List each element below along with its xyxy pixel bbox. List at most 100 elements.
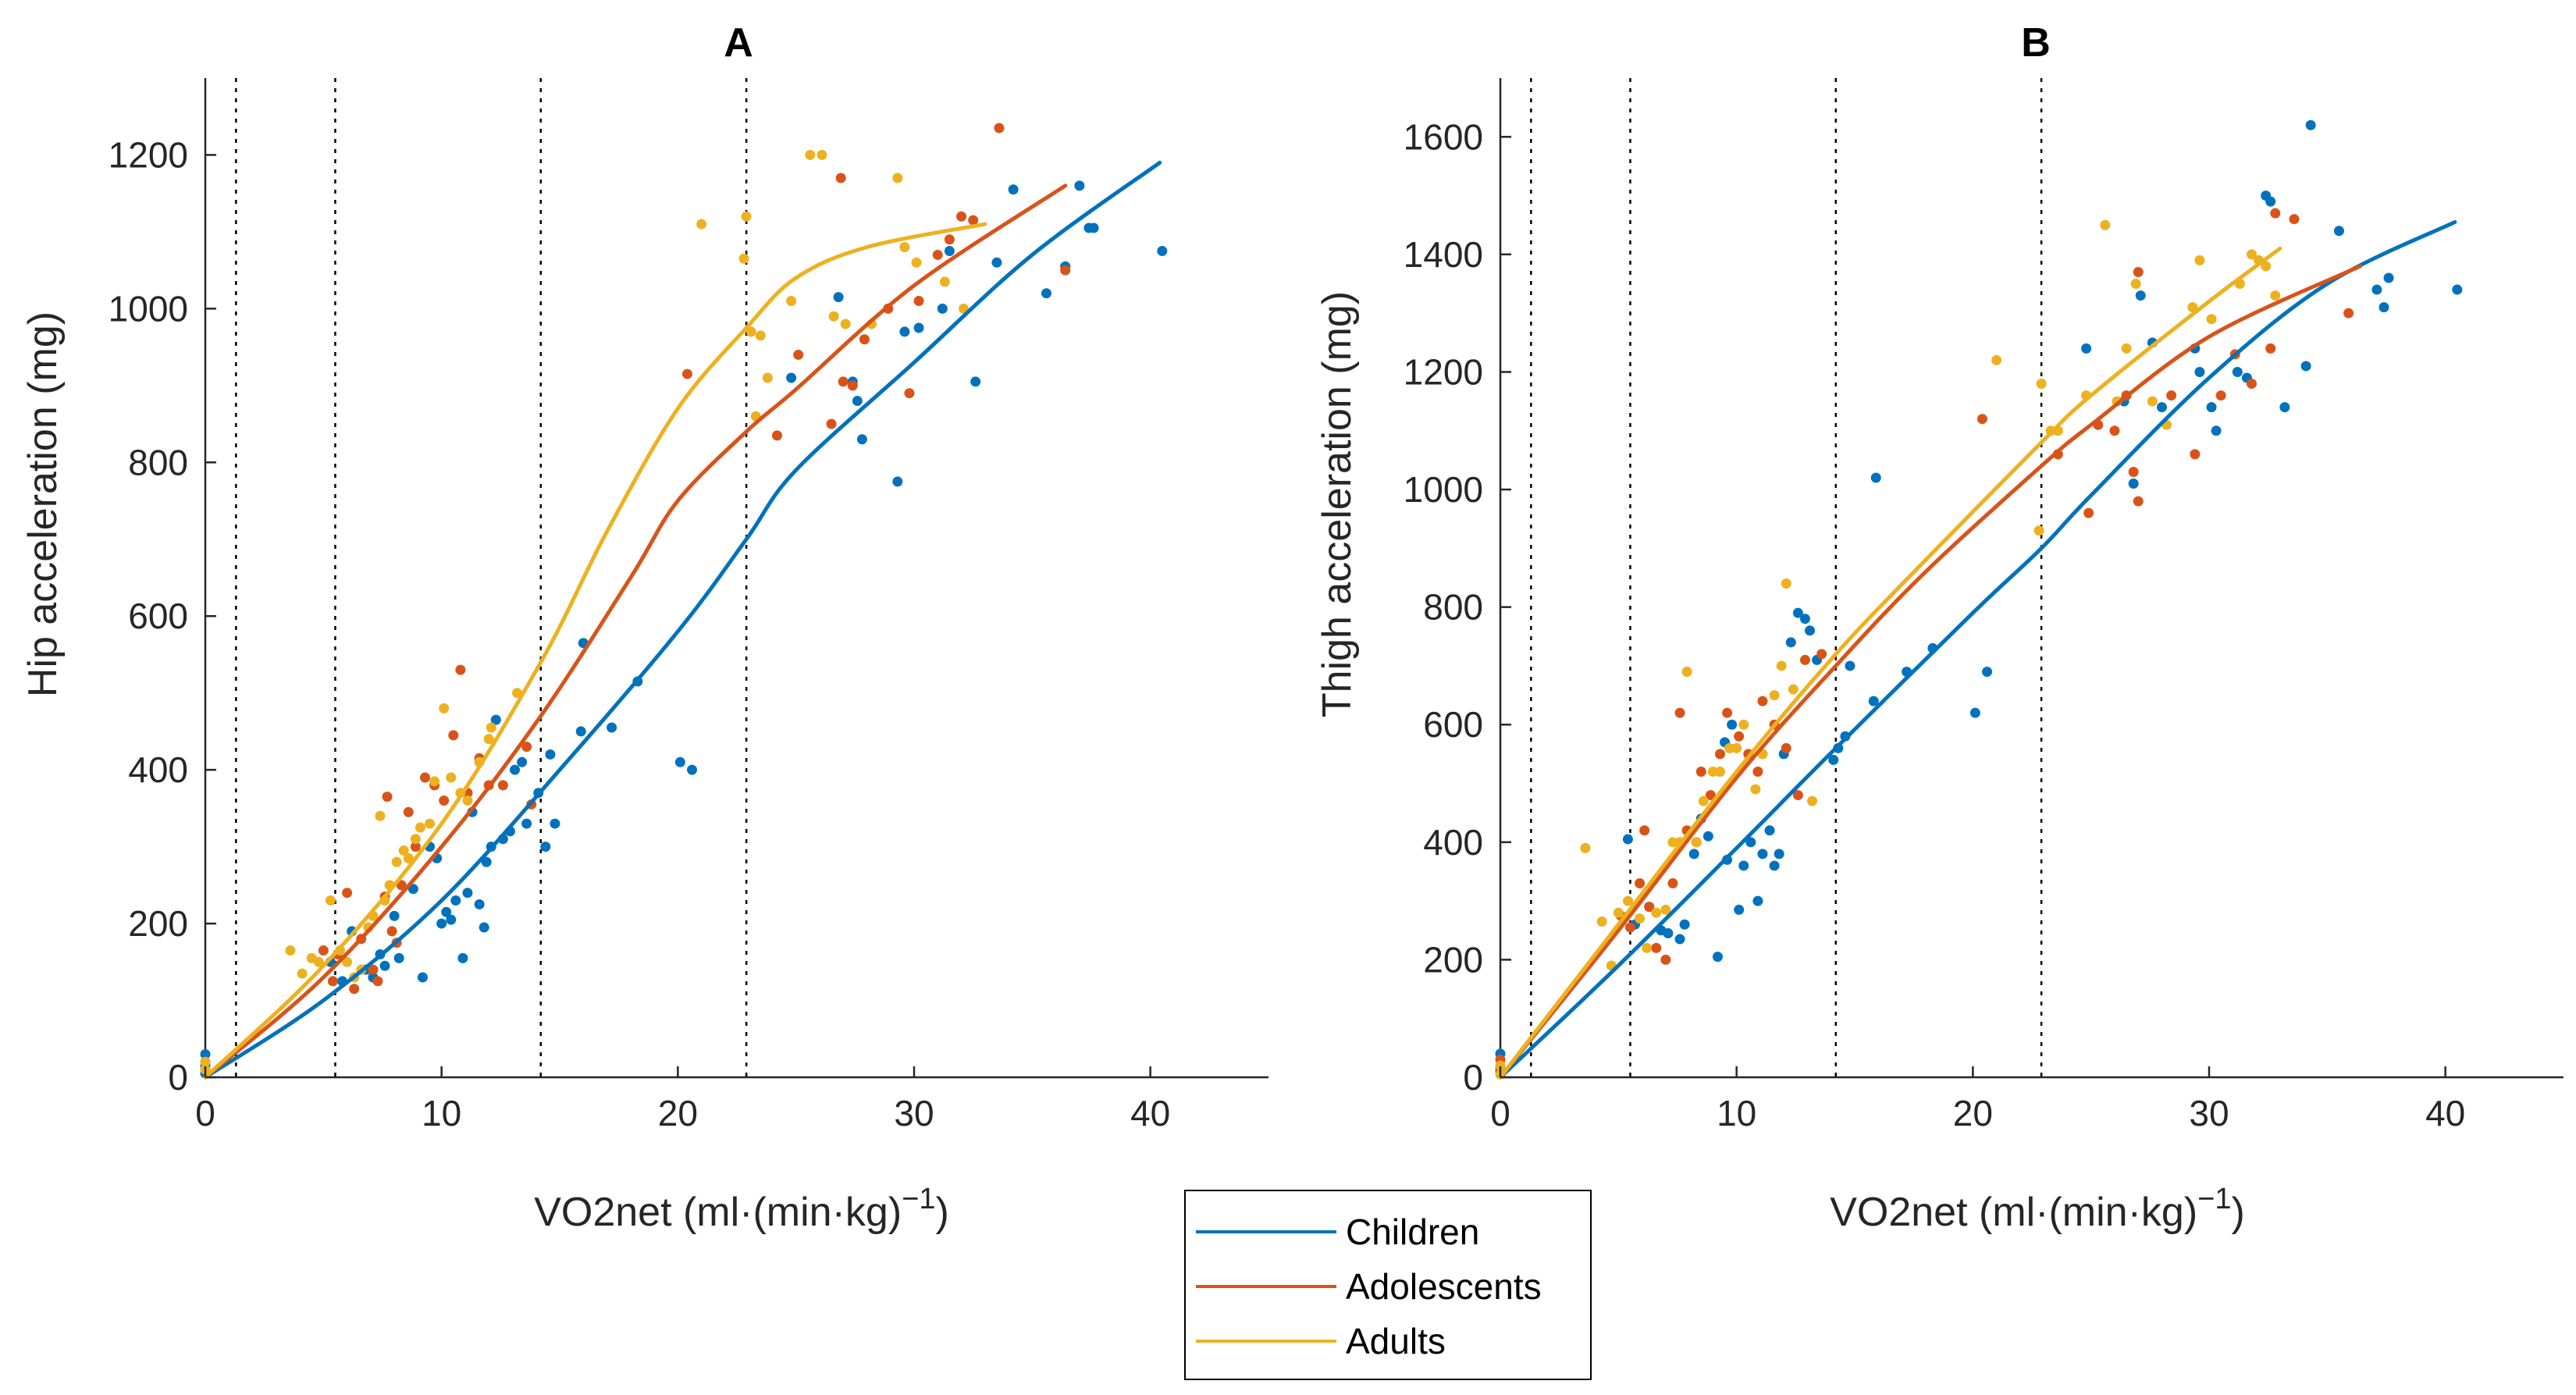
panel-a-point-adolescents <box>318 945 329 956</box>
panel-b-point-adults <box>1776 660 1787 671</box>
panel-a-point-children <box>686 764 697 775</box>
panel-a-point-children <box>441 906 452 917</box>
panel-b-point-adults <box>1724 742 1735 753</box>
panel-b-point-adults <box>2033 525 2044 536</box>
panel-b-point-children <box>1752 895 1763 906</box>
panel-a-point-children <box>1157 246 1168 257</box>
panel-a-point-children <box>462 888 473 899</box>
panel-a-point-adults <box>313 956 324 967</box>
panel-a-point-adolescents <box>994 123 1005 133</box>
panel-a-point-adults <box>738 253 749 264</box>
panel-b-point-adolescents <box>1757 696 1768 706</box>
panel-b-point-adults <box>1731 742 1742 753</box>
panel-b-point-adolescents <box>2128 466 2139 477</box>
panel-b-point-children <box>1703 831 1713 842</box>
panel-a-point-adolescents <box>521 742 532 753</box>
panel-a-fit-line-children <box>203 160 1162 1080</box>
panel-a-point-children <box>436 918 447 929</box>
panel-a-point-adults <box>892 173 903 183</box>
panel-a-point-adolescents <box>681 368 692 379</box>
panel-a-point-adults <box>817 149 827 160</box>
panel-a-point-children <box>575 726 586 737</box>
legend-label-adolescents: Adolescents <box>1346 1266 1542 1307</box>
panel-b-point-adults <box>1714 766 1725 777</box>
panel-b-point-adolescents <box>1674 707 1685 718</box>
panel-a-point-children <box>450 895 461 906</box>
panel-b-point-adolescents <box>2083 507 2094 518</box>
panel-a-point-adolescents <box>439 795 450 806</box>
panel-b-point-children <box>1828 754 1839 765</box>
panel-b-point-adults <box>2206 314 2217 325</box>
panel-b-point-children <box>1774 849 1784 859</box>
panel-b-point-adults <box>1781 578 1791 589</box>
panel-a-xlabel: VO2net (ml·(min·kg)−1) <box>534 1183 949 1235</box>
panel-b-point-children <box>1679 919 1690 930</box>
panel-a-point-adolescents <box>932 249 943 260</box>
panel-a-point-adolescents <box>793 349 804 360</box>
panel-b-point-adults <box>1613 907 1624 918</box>
panel-b-point-adolescents <box>2166 390 2177 401</box>
panel-b-point-children <box>2156 402 2167 413</box>
panel-b-fit-line-adolescents <box>1498 264 2363 1080</box>
panel-b-point-adults <box>1750 784 1761 795</box>
panel-b-point-adolescents <box>1714 749 1725 760</box>
panel-b-point-adults <box>2130 279 2141 290</box>
panel-a-point-children <box>607 722 617 733</box>
panel-b-point-children <box>1764 825 1775 836</box>
panel-b-point-children <box>1727 719 1738 730</box>
panel-a-point-adolescents <box>859 334 870 345</box>
panel-a-point-children <box>446 914 457 925</box>
panel-a-point-adolescents <box>382 792 393 802</box>
panel-b-point-adults <box>1635 913 1646 924</box>
panel-b-x-tick-label: 0 <box>1490 1093 1510 1133</box>
panel-b-point-adolescents <box>1651 942 1662 953</box>
panel-b-point-adolescents <box>1781 742 1791 753</box>
panel-a-x-tick-label: 40 <box>1130 1093 1170 1133</box>
panel-a-point-children <box>892 476 903 487</box>
panel-b-point-adolescents <box>2246 379 2257 390</box>
panel-a-point-adolescents <box>386 926 397 937</box>
panel-b-point-adolescents <box>1722 707 1733 718</box>
panel-a-point-children <box>389 910 400 921</box>
panel-a-point-adolescents <box>847 380 858 391</box>
panel-b-point-adults <box>1738 719 1749 730</box>
panel-b-point-adolescents <box>1816 649 1827 660</box>
panel-b-point-children <box>1663 928 1674 939</box>
panel-b-point-adults <box>1622 895 1633 906</box>
panel-b-point-adults <box>2147 396 2158 407</box>
panel-a-point-adults <box>486 722 496 733</box>
panel-b-point-adults <box>1580 842 1591 853</box>
panel-a-point-children <box>944 246 955 257</box>
panel-b-point-adolescents <box>2270 208 2281 219</box>
panel-b-point-adults <box>2194 254 2205 265</box>
panel-b-point-children <box>1845 660 1856 671</box>
panel-b-point-adolescents <box>2133 266 2144 277</box>
panel-a-fit-line-adults <box>203 222 987 1080</box>
panel-a-point-children <box>521 818 532 829</box>
panel-a-point-adolescents <box>403 806 414 817</box>
panel-b-point-children <box>1738 860 1749 871</box>
panel-b-axes <box>1499 78 2564 1079</box>
panel-b-point-adolescents <box>1695 766 1706 777</box>
panel-b-point-adolescents <box>1705 790 1716 801</box>
panel-a-point-adolescents <box>826 418 837 429</box>
panel-b-point-adults <box>1596 916 1607 927</box>
panel-a-point-adults <box>762 372 773 383</box>
panel-b-point-adolescents <box>2343 308 2354 319</box>
panel-a-point-children <box>407 884 418 895</box>
panel-a-point-adolescents <box>838 376 849 387</box>
panel-a-point-children <box>1041 288 1051 299</box>
panel-a-point-adults <box>285 945 296 956</box>
panel-b-x-tick-label: 40 <box>2425 1093 2465 1133</box>
panel-a-point-adolescents <box>410 842 421 852</box>
panel-a-point-adolescents <box>342 888 353 899</box>
panel-b-fit-line-adults <box>1498 246 2282 1080</box>
panel-b-point-children <box>1785 637 1796 648</box>
panel-b-point-adolescents <box>1734 731 1745 742</box>
panel-a-point-adults <box>391 856 402 867</box>
panel-b-point-adults <box>2121 343 2132 354</box>
panel-a-point-children <box>550 818 560 829</box>
panel-a-axes <box>204 78 1268 1079</box>
panel-a-xlabel-main: VO2net (ml·(min·kg) <box>534 1190 902 1235</box>
